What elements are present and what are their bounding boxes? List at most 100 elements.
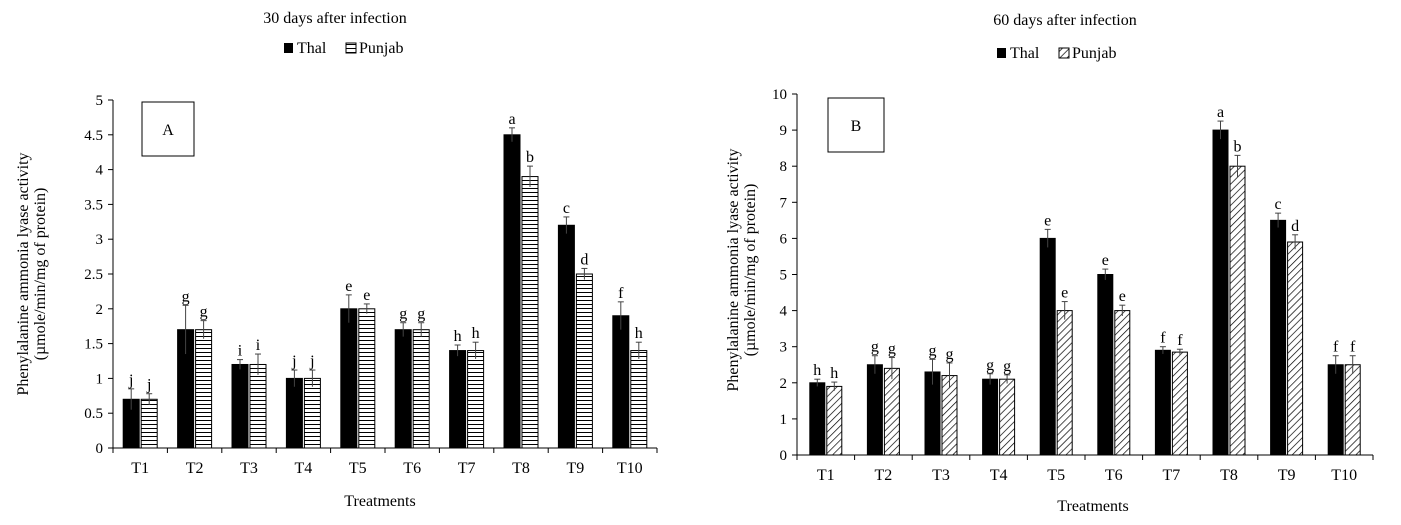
significance-letter-punjab: j — [309, 353, 314, 370]
significance-letter-punjab: h — [472, 325, 480, 342]
chart-title: 60 days after infection — [993, 12, 1137, 29]
y-tick-label: 3.5 — [84, 197, 103, 213]
x-tick-label: T2 — [186, 460, 204, 477]
significance-letter-thal: f — [1160, 330, 1166, 347]
bar-punjab — [358, 308, 376, 449]
panel-label: A — [162, 122, 174, 139]
y-tick-label: 1.5 — [84, 337, 103, 353]
x-tick-label: T4 — [295, 460, 313, 477]
y-axis-label-line1: Phenylalanine ammonia lyase activity — [725, 148, 742, 391]
bar-punjab — [1287, 241, 1304, 456]
bar-thal — [231, 363, 249, 449]
significance-letter-punjab: i — [256, 337, 261, 354]
y-axis-label-line1: Phenylalanine ammonia lyase activity — [15, 152, 32, 395]
x-tick-label: T5 — [1047, 467, 1065, 484]
significance-letter-punjab: h — [830, 365, 838, 382]
legend-label-punjab: Punjab — [359, 40, 403, 57]
chart-panel-a: 30 days after infection Thal Punjab Phenyla… — [15, 10, 658, 510]
x-tick-label: T9 — [567, 460, 585, 477]
y-tick-label: 2 — [780, 376, 788, 392]
y-tick-label: 4 — [780, 304, 788, 320]
bar-thal — [557, 224, 575, 449]
y-tick-label: 0 — [780, 448, 788, 464]
legend-label-thal: Thal — [297, 40, 327, 57]
x-tick-label: T1 — [131, 460, 149, 477]
y-tick-label: 3 — [780, 340, 788, 356]
bar-punjab — [999, 378, 1016, 456]
y-axis-label-line2: (µmole/min/mg of protein) — [32, 188, 49, 361]
legend: Thal Punjab — [997, 45, 1116, 62]
bar-punjab — [1344, 364, 1361, 456]
bar-punjab — [1114, 310, 1131, 456]
y-tick-label: 1 — [780, 412, 788, 428]
y-tick-label: 9 — [780, 123, 788, 139]
significance-letter-punjab: e — [1119, 288, 1126, 305]
significance-letter-punjab: g — [417, 306, 425, 323]
x-tick-label: T1 — [817, 467, 835, 484]
bar-thal — [394, 329, 412, 449]
y-tick-label: 0 — [96, 441, 104, 457]
bar-punjab — [467, 350, 485, 449]
legend-label-punjab: Punjab — [1072, 45, 1116, 62]
significance-letter-thal: g — [182, 288, 190, 305]
bar-thal — [1327, 364, 1344, 456]
significance-letter-thal: f — [1333, 339, 1339, 356]
significance-letter-thal: g — [986, 357, 994, 374]
legend-swatch-punjab — [1058, 47, 1070, 59]
bar-punjab — [575, 273, 593, 449]
bar-thal — [1097, 274, 1114, 456]
x-tick-label: T5 — [349, 460, 367, 477]
chart-title: 30 days after infection — [263, 10, 407, 27]
bar-thal — [982, 378, 999, 456]
x-tick-label: T3 — [932, 467, 950, 484]
x-tick-label: T10 — [1331, 467, 1357, 484]
x-axis-label: Treatments — [1057, 498, 1128, 515]
x-tick-label: T6 — [1105, 467, 1123, 484]
panel-label: B — [851, 118, 862, 135]
significance-letter-punjab: f — [1177, 332, 1183, 349]
significance-letter-punjab: e — [363, 287, 370, 304]
significance-letter-thal: c — [563, 200, 570, 217]
bar-punjab — [521, 176, 539, 449]
significance-letter-thal: f — [618, 285, 624, 302]
significance-letter-thal: h — [454, 328, 462, 345]
bar-punjab — [412, 329, 430, 449]
bar-thal — [866, 364, 883, 456]
significance-letter-punjab: d — [580, 251, 588, 268]
significance-letter-punjab: h — [635, 325, 643, 342]
significance-letter-punjab: g — [1003, 358, 1011, 375]
significance-letter-thal: e — [345, 278, 352, 295]
x-tick-label: T3 — [240, 460, 258, 477]
significance-letter-punjab: b — [1234, 138, 1242, 155]
significance-letter-punjab: e — [1061, 285, 1068, 302]
bar-thal — [1039, 237, 1056, 456]
significance-letter-thal: a — [508, 111, 515, 128]
bar-thal — [1212, 129, 1229, 456]
significance-letter-thal: c — [1275, 196, 1282, 213]
significance-letter-punjab: d — [1291, 218, 1299, 235]
x-tick-label: T7 — [1163, 467, 1181, 484]
significance-letter-thal: j — [128, 372, 133, 389]
y-tick-label: 8 — [780, 159, 788, 175]
bar-punjab — [140, 398, 158, 449]
legend-label-thal: Thal — [1010, 45, 1040, 62]
bar-punjab — [1171, 351, 1188, 456]
significance-letter-thal: g — [399, 306, 407, 323]
bar-punjab — [303, 377, 321, 449]
bar-thal — [285, 377, 303, 449]
bar-thal — [503, 134, 521, 449]
bar-punjab — [1229, 165, 1246, 456]
significance-letter-punjab: f — [1350, 339, 1356, 356]
significance-letter-punjab: b — [526, 149, 534, 166]
legend-swatch-punjab — [345, 42, 357, 54]
panel-label-box — [827, 97, 885, 153]
bar-thal — [1270, 219, 1287, 456]
significance-letter-punjab: g — [200, 304, 208, 321]
significance-letter-thal: e — [1044, 212, 1051, 229]
y-tick-label: 4 — [96, 163, 104, 179]
legend-swatch-thal — [284, 43, 293, 53]
y-tick-label: 4.5 — [84, 128, 103, 144]
x-tick-label: T8 — [512, 460, 530, 477]
